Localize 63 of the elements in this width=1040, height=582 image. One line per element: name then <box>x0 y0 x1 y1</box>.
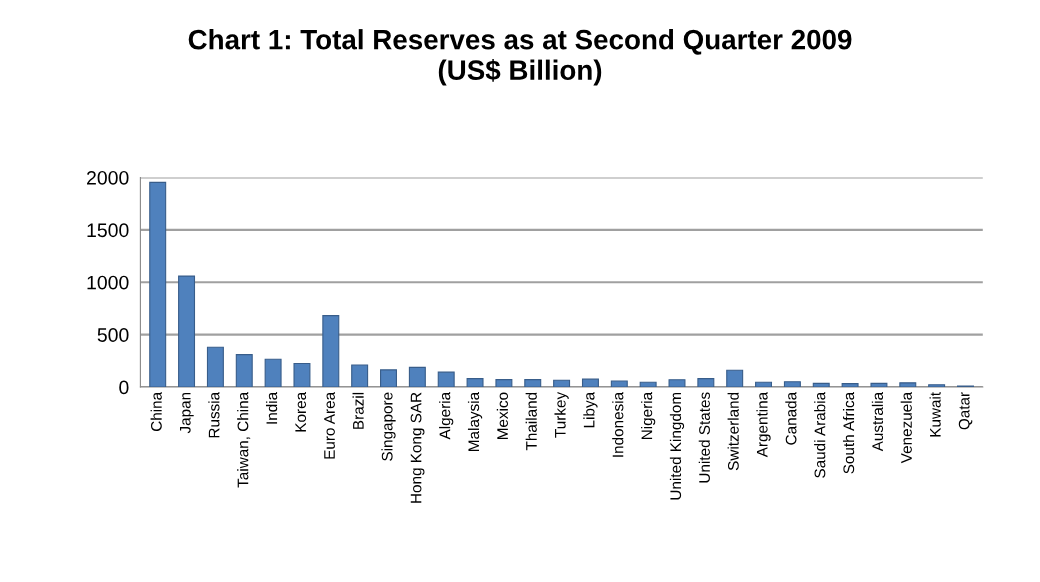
bar <box>235 354 253 388</box>
bar <box>466 378 484 388</box>
x-tick-label: Indonesia <box>612 391 624 457</box>
bar <box>553 379 571 388</box>
bar <box>928 384 946 388</box>
bar <box>668 379 686 388</box>
bar <box>726 369 744 388</box>
x-tick-label: United States <box>698 392 710 483</box>
x-tick-label: Japan <box>180 392 194 434</box>
bar <box>495 379 513 388</box>
bar <box>841 383 859 388</box>
x-tick-label: Libya <box>583 391 598 428</box>
bar <box>206 346 224 388</box>
bar <box>437 371 455 388</box>
bar <box>322 315 340 388</box>
bar <box>380 369 397 388</box>
bar <box>610 380 628 388</box>
bar <box>581 378 599 388</box>
x-tick-label: Australia <box>871 391 884 452</box>
x-tick-label: Malaysia <box>467 391 483 451</box>
x-tick-label: Saudi Arabia <box>814 391 826 478</box>
bar <box>149 181 167 388</box>
x-tick-label: Venezuela <box>900 391 912 464</box>
bar <box>870 382 888 388</box>
x-tick-label: Hong Kong SAR <box>410 392 425 503</box>
y-tick-label: 0 <box>119 380 129 395</box>
bar <box>408 366 426 388</box>
x-tick-label: South Africa <box>842 391 855 474</box>
x-tick-label: Algeria <box>439 391 454 440</box>
x-tick-label: Argentina <box>756 391 771 458</box>
bar <box>293 362 311 388</box>
bar <box>178 275 196 388</box>
y-tick-label: 1000 <box>87 275 129 290</box>
x-tick-label: Thailand <box>525 392 537 451</box>
chart-title: Chart 1: Total Reserves as at Second Quarter 2009 (US$ Billion) <box>188 29 852 86</box>
y-tick-label: 2000 <box>87 170 129 185</box>
bar <box>524 379 542 388</box>
x-tick-label: Qatar <box>958 392 973 430</box>
x-tick-label: India <box>265 391 278 424</box>
y-tick-label: 1500 <box>87 223 129 238</box>
x-tick-label: Taiwan, China <box>237 391 251 488</box>
bar <box>812 382 830 388</box>
x-tick-label: Turkey <box>554 391 569 438</box>
bar <box>755 381 773 388</box>
x-tick-label: Euro Area <box>324 391 335 459</box>
x-tick-label: Nigeria <box>641 391 656 440</box>
bar <box>351 364 369 388</box>
x-tick-label: China <box>150 391 162 432</box>
x-tick-label: Russia <box>208 391 220 438</box>
x-tick-label: Brazil <box>352 392 364 429</box>
x-tick-label: Canada <box>785 391 797 445</box>
bar <box>697 378 715 388</box>
x-tick-label: United Kingdom <box>669 392 685 500</box>
bar <box>899 382 917 388</box>
y-tick-label: 500 <box>97 328 129 342</box>
x-tick-label: Mexico <box>496 392 508 440</box>
x-tick-label: Kuwait <box>929 392 941 437</box>
bar <box>639 381 657 388</box>
x-tick-label: Singapore <box>381 392 396 461</box>
bar <box>264 358 282 388</box>
bar <box>783 381 801 388</box>
x-tick-label: Switzerland <box>727 392 739 471</box>
x-tick-label: Korea <box>295 391 307 432</box>
